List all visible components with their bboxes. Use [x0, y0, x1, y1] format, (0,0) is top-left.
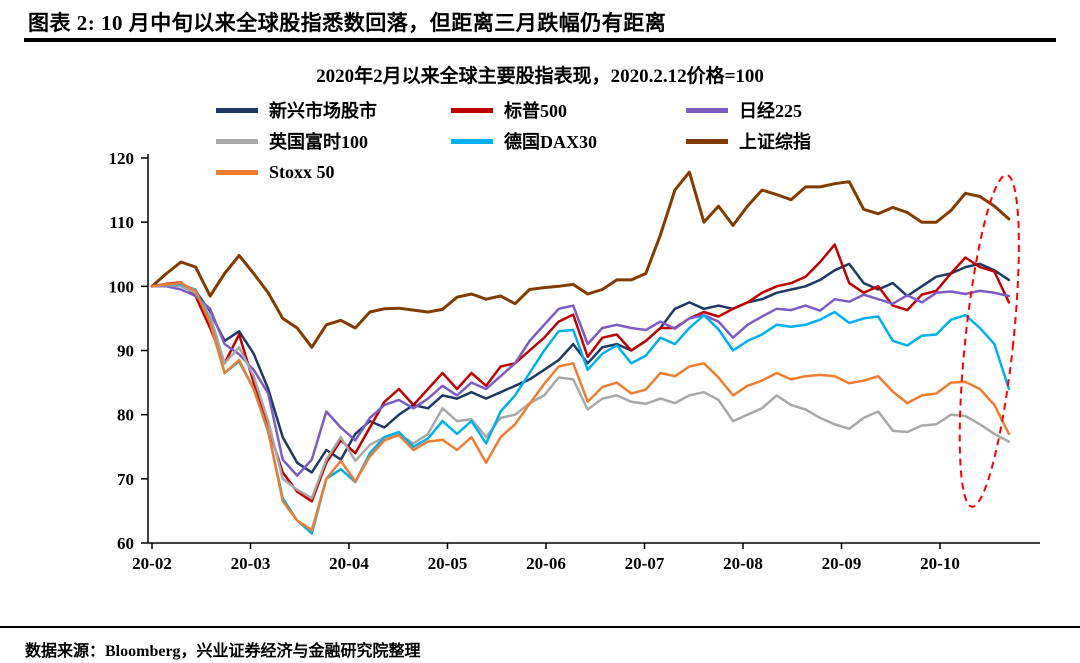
series-line-ftse100	[150, 283, 1011, 500]
legend-label: 新兴市场股市	[269, 101, 377, 121]
legend-label: Stoxx 50	[269, 161, 335, 182]
legend-item-shanghai-composite: 上证综指	[686, 130, 921, 152]
legend-label: 日经225	[739, 101, 802, 121]
legend-swatch	[451, 107, 493, 113]
legend-label: 标普500	[504, 101, 567, 121]
legend-swatch	[216, 138, 258, 144]
y-tick-label: 80	[117, 406, 134, 425]
x-tick-label: 20-02	[132, 554, 172, 573]
legend-item-ftse100: 英国富时100	[216, 130, 451, 152]
legend-swatch	[451, 138, 493, 144]
legend-label: 上证综指	[739, 132, 811, 152]
x-tick-label: 20-07	[625, 554, 665, 573]
chart-legend: 新兴市场股市 标普500 日经225 英国富时100 德国DAX30 上证综指 Stoxx …	[216, 99, 941, 183]
highlight-ellipse	[958, 173, 1020, 508]
legend-item-nikkei225: 日经225	[686, 99, 921, 121]
legend-item-sp500: 标普500	[451, 99, 686, 121]
x-tick-label: 20-10	[920, 554, 960, 573]
legend-swatch	[216, 107, 258, 113]
series-line-shanghai-composite	[150, 170, 1011, 349]
legend-swatch	[686, 107, 728, 113]
y-tick-label: 70	[117, 470, 134, 489]
figure-title: 图表 2: 10 月中旬以来全球股指悉数回落，但距离三月跌幅仍有距离	[28, 11, 667, 35]
y-tick-label: 120	[109, 149, 135, 168]
chart-title: 2020年2月以来全球主要股指表现，2020.2.12价格=100	[316, 66, 764, 87]
x-tick-label: 20-06	[526, 554, 566, 573]
legend-item-dax30: 德国DAX30	[451, 130, 686, 152]
x-tick-label: 20-09	[822, 554, 862, 573]
legend-swatch	[216, 169, 258, 175]
y-tick-label: 60	[117, 534, 134, 553]
y-tick-label: 110	[109, 213, 134, 232]
x-tick-label: 20-08	[723, 554, 763, 573]
chart-plot: 60 70 80 90 100 110 120 20-02 20-03 20-04 20-05 20-…	[109, 149, 1040, 573]
legend-label: 德国DAX30	[504, 132, 597, 152]
x-tick-label: 20-05	[428, 554, 468, 573]
y-tick-label: 90	[117, 342, 134, 361]
series-line-stoxx50	[150, 281, 1011, 532]
series-line-sp500	[150, 243, 1011, 503]
legend-item-stoxx50: Stoxx 50	[216, 161, 451, 183]
y-tick-label: 100	[109, 277, 135, 296]
x-tick-label: 20-04	[329, 554, 369, 573]
x-tick-label: 20-03	[231, 554, 271, 573]
header-rule	[24, 38, 1056, 42]
series-line-nikkei225	[150, 285, 1011, 477]
series-line-emerging-markets	[150, 262, 1011, 474]
footer-rule	[0, 626, 1080, 628]
legend-label: 英国富时100	[269, 132, 368, 152]
legend-swatch	[686, 138, 728, 144]
data-source: 数据来源：Bloomberg，兴业证券经济与金融研究院整理	[25, 643, 421, 660]
legend-item-emerging-markets: 新兴市场股市	[216, 99, 451, 121]
